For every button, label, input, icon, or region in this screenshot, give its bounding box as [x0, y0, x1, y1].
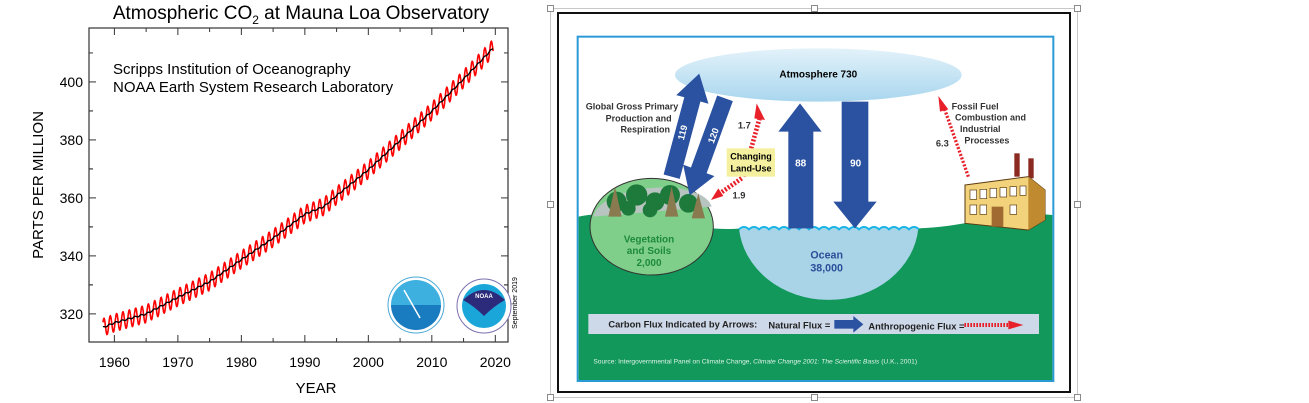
y-tick-label: 400 — [60, 74, 84, 90]
fossil-label-4: Processes — [964, 135, 1009, 145]
x-tick-label: 1990 — [289, 354, 320, 370]
ocean-value: 38,000 — [810, 263, 843, 275]
atmosphere-label: Atmosphere 730 — [779, 69, 857, 80]
fossil-label-3: Industrial — [960, 124, 1001, 134]
x-tick-label: 2010 — [416, 354, 447, 370]
gpp-label-2: Production and — [606, 113, 672, 123]
arrow-landuse-to-vegetation — [718, 176, 743, 196]
x-axis-label: YEAR — [296, 380, 337, 397]
flux-1-9-label: 1.9 — [733, 190, 746, 200]
factory-icon — [964, 153, 1046, 231]
flux-119-label: 119 — [676, 124, 690, 141]
trend-series-line — [102, 48, 494, 328]
svg-text:NOAA: NOAA — [475, 294, 493, 300]
flux-6-3-label: 6.3 — [936, 139, 949, 149]
scripps-logo — [387, 276, 445, 334]
flux-1-7-label: 1.7 — [738, 120, 751, 130]
arrow-gpp-to-atmosphere — [663, 73, 709, 179]
y-tick-label: 320 — [60, 306, 84, 322]
gpp-label-3: Respiration — [620, 125, 670, 135]
legend-anthro-label: Anthropogenic Flux = — [868, 321, 965, 331]
vegetation-label: Vegetation — [624, 235, 675, 246]
vegetation-soils — [589, 177, 714, 276]
ocean-waves — [738, 226, 920, 231]
legend-prefix: Carbon Flux Indicated by Arrows: — [608, 319, 757, 329]
resize-handle-nw[interactable] — [547, 5, 554, 12]
noaa-logo: NOAA — [456, 278, 512, 334]
gpp-label-1: Global Gross Primary — [586, 101, 679, 111]
arrow-fossil-to-atmosphere — [942, 107, 970, 178]
resize-handle-ne[interactable] — [1074, 5, 1081, 12]
plot-frame — [88, 27, 509, 343]
image-border — [557, 12, 1071, 393]
resize-handle-se[interactable] — [1074, 394, 1081, 401]
flux-90-label: 90 — [850, 159, 862, 170]
chart-title: Atmospheric CO2 at Mauna Loa Observatory — [113, 3, 490, 27]
image-selection-frame[interactable] — [547, 5, 1081, 401]
x-tick-label: 2020 — [480, 354, 511, 370]
x-tick-label: 1960 — [99, 354, 130, 370]
x-tick-label: 1970 — [162, 354, 193, 370]
y-tick-label: 340 — [60, 248, 84, 264]
arrow-atmosphere-to-ocean — [833, 101, 877, 229]
y-axis-label: PARTS PER MILLION — [30, 111, 47, 259]
fossil-label-2: Combustion and — [955, 113, 1026, 123]
vegetation-value: 2,000 — [636, 258, 661, 269]
date-note: September 2019 — [512, 277, 519, 329]
ocean-label: Ocean — [810, 249, 843, 261]
resize-handle-n[interactable] — [811, 5, 818, 12]
land-use-label-2: Land-Use — [730, 164, 771, 174]
arrow-respiration-to-land — [683, 95, 733, 196]
land-use-box — [726, 148, 775, 177]
x-tick-label: 1980 — [226, 354, 257, 370]
fossil-label-1: Fossil Fuel — [952, 101, 999, 111]
annotation-scripps: Scripps Institution of Oceanography — [113, 61, 351, 78]
legend-bar — [588, 314, 1039, 334]
y-tick-label: 380 — [60, 132, 84, 148]
ocean — [739, 228, 919, 300]
resize-handle-s[interactable] — [811, 394, 818, 401]
annotation-noaa: NOAA Earth System Research Laboratory — [113, 79, 394, 96]
resize-handle-sw[interactable] — [547, 394, 554, 401]
carbon-cycle-diagram: Atmosphere 730 Ocean 38,000 Vegetation a… — [576, 35, 1055, 382]
source-citation: Source: Intergovernmental Panel on Clima… — [593, 358, 917, 365]
soils-label: and Soils — [627, 246, 672, 257]
arrow-landuse-to-atmosphere — [741, 116, 763, 178]
land-use-label-1: Changing — [730, 151, 772, 161]
atmosphere-cloud — [675, 48, 962, 102]
flux-88-label: 88 — [795, 159, 807, 170]
resize-handle-e[interactable] — [1074, 201, 1081, 208]
legend-natural-label: Natural Flux = — [768, 320, 830, 330]
y-tick-label: 360 — [60, 190, 84, 206]
legend-anthro-arrow — [964, 320, 1024, 330]
monthly-series-line — [102, 40, 494, 336]
arrow-ocean-to-atmosphere — [778, 103, 822, 229]
legend-natural-arrow — [834, 316, 864, 333]
co2-chart: Atmospheric CO2 at Mauna Loa Observatory… — [30, 3, 519, 397]
x-tick-label: 2000 — [353, 354, 384, 370]
resize-handle-w[interactable] — [547, 201, 554, 208]
